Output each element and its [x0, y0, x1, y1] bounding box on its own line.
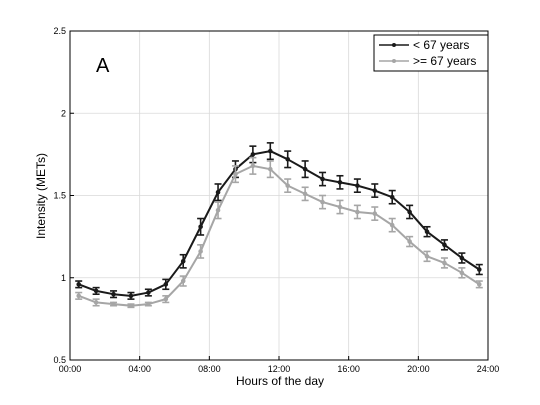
data-point: [93, 300, 99, 305]
y-tick-label: 2: [61, 108, 66, 118]
data-point: [146, 301, 151, 307]
data-point: [180, 278, 186, 284]
x-tick-label: 04:00: [128, 364, 151, 374]
data-point: [355, 183, 360, 188]
data-point: [267, 166, 273, 172]
legend-marker-under-67: [392, 43, 396, 47]
data-point: [302, 166, 308, 172]
y-tick-label: 1: [61, 273, 66, 283]
data-point: [372, 211, 378, 216]
data-point: [320, 199, 325, 205]
panel-label: A: [96, 55, 110, 77]
data-point: [233, 171, 238, 177]
data-point: [198, 249, 203, 254]
x-tick-label: 00:00: [59, 364, 82, 374]
data-point: [320, 176, 325, 182]
data-point: [146, 290, 151, 295]
x-tick-label: 20:00: [407, 364, 430, 374]
data-point: [163, 296, 169, 302]
data-point: [442, 260, 447, 266]
data-point: [128, 293, 134, 299]
data-point: [407, 239, 412, 244]
series-line-67-and-over: [78, 164, 480, 307]
data-point: [337, 204, 343, 210]
data-point: [476, 267, 482, 272]
data-point: [459, 270, 465, 276]
legend-label-67-and-over: >= 67 years: [413, 54, 476, 68]
data-point: [250, 152, 256, 157]
x-tick-label: 24:00: [477, 364, 500, 374]
data-point: [128, 303, 134, 309]
series-67-and-over: [75, 156, 483, 309]
data-point: [459, 255, 465, 261]
data-point: [76, 282, 82, 287]
data-point: [407, 209, 412, 215]
data-point: [355, 209, 360, 215]
data-point: [198, 224, 203, 230]
y-axis-label: Intensity (METs): [34, 153, 48, 239]
series-layer: [75, 142, 483, 309]
legend-label-under-67: < 67 years: [413, 38, 469, 52]
data-point: [93, 288, 99, 294]
legend: < 67 years >= 67 years: [373, 34, 489, 72]
data-point: [389, 222, 395, 228]
y-tick-label: 2.5: [53, 26, 66, 36]
legend-marker-67-and-over: [392, 59, 396, 63]
data-point: [424, 229, 430, 234]
data-point: [76, 293, 82, 299]
data-point: [111, 291, 116, 297]
axis-ticks: 00:00 04:00 08:00 12:00 16:00 20:00 24:00 0.5 1 1…: [53, 26, 499, 374]
data-point: [476, 282, 482, 287]
x-tick-label: 12:00: [268, 364, 291, 374]
data-point: [111, 301, 116, 307]
data-point: [372, 188, 378, 193]
x-tick-label: 16:00: [337, 364, 360, 374]
data-point: [215, 208, 221, 213]
x-axis-label: Hours of the day: [236, 374, 324, 388]
x-tick-label: 08:00: [198, 364, 221, 374]
data-point: [250, 163, 256, 169]
data-point: [442, 242, 447, 248]
data-point: [302, 191, 308, 197]
data-point: [285, 183, 291, 188]
data-point: [389, 194, 395, 200]
data-point: [267, 148, 273, 154]
series-line-under-67: [78, 150, 480, 297]
data-point: [424, 254, 430, 259]
data-point: [337, 180, 343, 185]
data-point: [163, 282, 169, 287]
data-point: [180, 259, 186, 264]
y-tick-label: 0.5: [53, 355, 66, 365]
grid-lines: [70, 31, 488, 360]
data-point: [285, 157, 291, 162]
data-point: [215, 189, 221, 195]
y-tick-label: 1.5: [53, 191, 66, 201]
legend-box: [373, 34, 489, 72]
